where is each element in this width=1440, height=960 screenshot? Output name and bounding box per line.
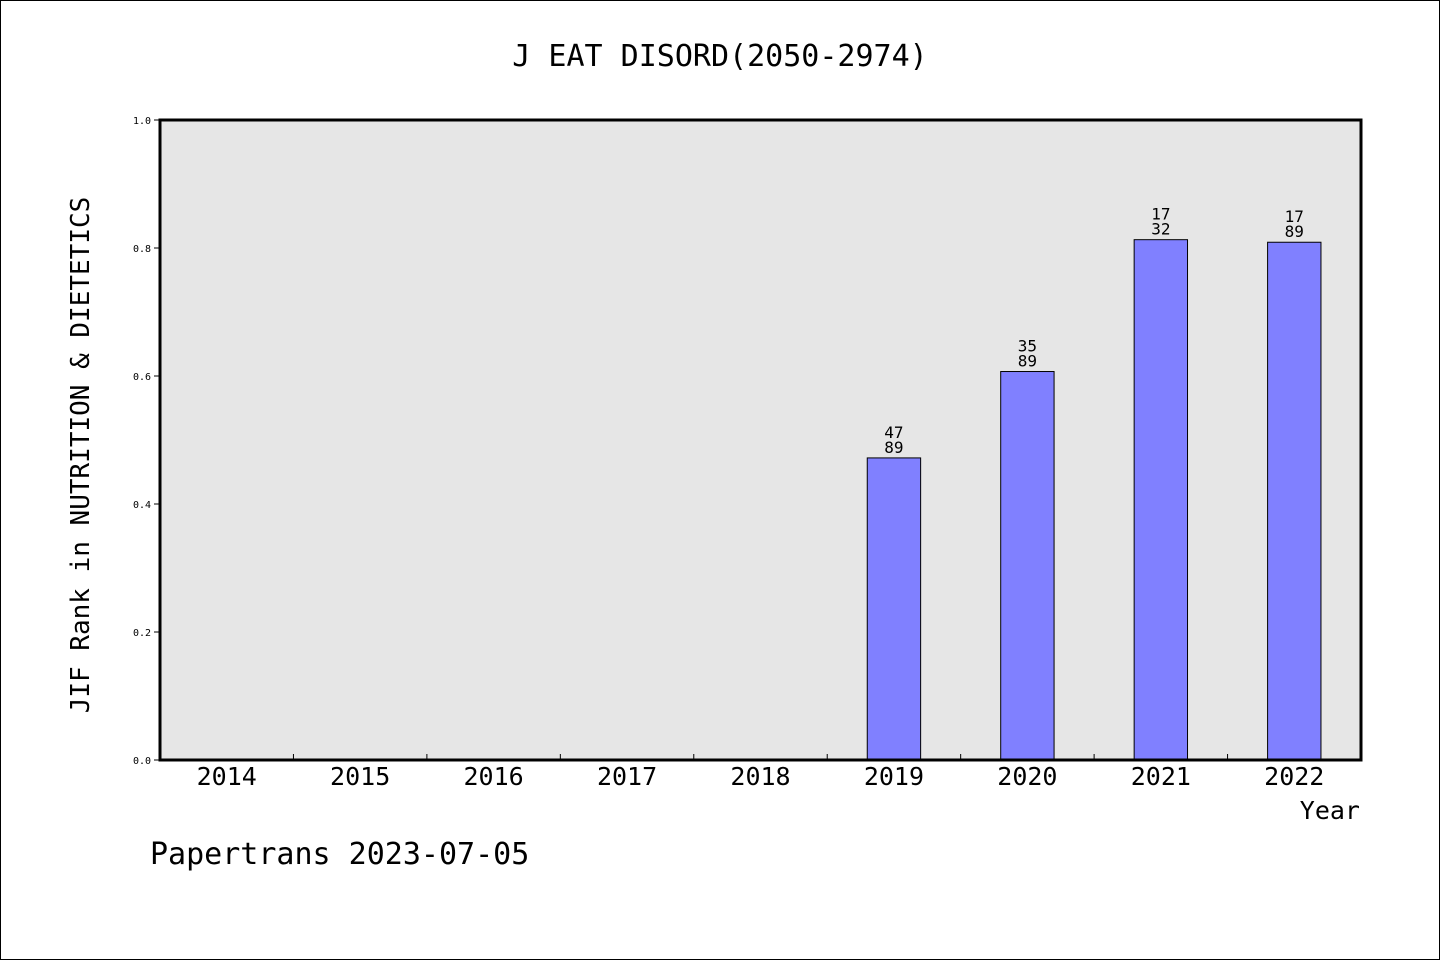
- y-tick-label: 1.0: [133, 116, 151, 127]
- x-tick-label: 2020: [997, 762, 1057, 791]
- bar-rank-label: 17: [1151, 205, 1170, 224]
- x-tick-label: 2016: [464, 762, 524, 791]
- bar-rank-label: 47: [884, 423, 903, 442]
- bar-rank-label: 35: [1018, 337, 1037, 356]
- bar: [1000, 371, 1055, 761]
- x-tick-label: 2014: [197, 762, 257, 791]
- x-tick-label: 2017: [597, 762, 657, 791]
- y-tick-label: 0.2: [133, 628, 151, 639]
- y-tick-label: 0.4: [133, 500, 151, 511]
- bar-rank-label: 17: [1285, 207, 1304, 226]
- x-tick-label: 2021: [1131, 762, 1191, 791]
- bar: [866, 457, 922, 761]
- footer-credit: Papertrans 2023-07-05: [150, 837, 529, 872]
- y-axis-label: JIF Rank in NUTRITION & DIETETICS: [66, 197, 96, 714]
- x-tick-label: 2018: [730, 762, 790, 791]
- y-tick-label: 0.8: [133, 244, 151, 255]
- bar-total-label: 89: [884, 438, 903, 457]
- bar: [1133, 239, 1189, 761]
- x-tick-label: 2015: [330, 762, 390, 791]
- x-axis-label: Year: [1300, 796, 1360, 825]
- bar-total-label: 32: [1151, 220, 1170, 239]
- y-tick-label: 0.6: [133, 372, 151, 383]
- bar-total-label: 89: [1285, 222, 1304, 241]
- bar: [1267, 241, 1322, 761]
- x-tick-label: 2022: [1264, 762, 1324, 791]
- chart-title: J EAT DISORD(2050-2974): [512, 39, 927, 74]
- x-tick-label: 2019: [864, 762, 924, 791]
- bar-total-label: 89: [1018, 352, 1037, 371]
- y-tick-label: 0.0: [133, 756, 151, 767]
- plot-border: [158, 118, 1363, 762]
